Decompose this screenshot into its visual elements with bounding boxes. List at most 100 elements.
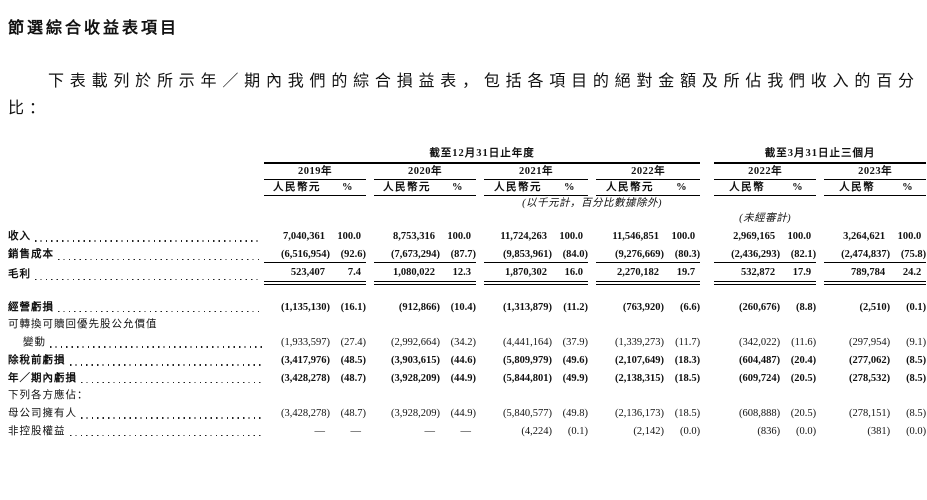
amount-cell: (2,138,315)	[615, 372, 664, 384]
amount-cell	[596, 315, 664, 333]
percent-cell: (37.9)	[562, 337, 588, 349]
percent-cell: 100.0	[559, 230, 583, 242]
percent-cell	[890, 315, 926, 333]
percent-cell: (9.1)	[906, 337, 927, 349]
percent-cell	[890, 386, 926, 404]
amount-cell: (278,532)	[849, 372, 891, 384]
column-gap	[700, 244, 714, 262]
column-gap	[588, 226, 596, 244]
percent-cell: (44.9)	[450, 407, 476, 419]
unit-header: %	[664, 179, 701, 197]
column-gap	[476, 226, 484, 244]
percent-cell: (8.5)	[906, 354, 927, 366]
amount-cell: (2,142)	[633, 425, 664, 437]
amount-cell: 11,546,851	[612, 230, 659, 242]
row-label: 變動	[23, 337, 46, 349]
table-row: 非控股權益 — — — — (4,224) (0.1) (2,142) (0.0) (836) (…	[8, 421, 926, 439]
row-label: 毛利	[8, 269, 31, 281]
amount-cell: (609,724)	[739, 372, 781, 384]
column-gap	[588, 333, 596, 351]
column-gap	[366, 244, 374, 262]
column-gap	[588, 315, 596, 333]
column-gap	[700, 163, 714, 180]
column-gap	[588, 244, 596, 262]
amount-cell: (5,809,979)	[503, 354, 552, 366]
percent-cell: (84.0)	[552, 244, 588, 263]
percent-cell: —	[350, 425, 362, 437]
amount-cell: (297,954)	[849, 337, 891, 349]
unit-header: 人民幣元	[596, 179, 664, 197]
row-label: 可轉換可贖回優先股公允價值	[8, 319, 158, 331]
column-gap	[700, 421, 714, 439]
percent-cell: (48.7)	[340, 372, 366, 384]
column-gap	[700, 211, 714, 226]
row-label: 銷售成本	[8, 249, 54, 261]
amount-cell: 1,080,022	[374, 262, 440, 285]
column-gap	[588, 163, 596, 180]
column-gap	[816, 403, 824, 421]
row-label: 收入	[8, 230, 31, 242]
percent-cell	[780, 315, 816, 333]
unit-header: %	[552, 179, 588, 197]
amount-cell: (260,676)	[739, 301, 781, 313]
dot-leader	[35, 240, 262, 242]
amount-cell	[484, 386, 552, 404]
table-row: 收入 7,040,361 100.0 8,753,316 100.0 11,724,26…	[8, 226, 926, 244]
column-gap	[366, 350, 374, 368]
column-gap	[366, 179, 374, 195]
column-gap	[476, 179, 484, 195]
quarterly-group-header: 截至3月31日止三個月	[714, 146, 927, 164]
amount-cell: 8,753,316	[393, 230, 435, 242]
percent-cell: (0.1)	[567, 425, 588, 437]
percent-cell: (20.5)	[790, 407, 817, 419]
amount-cell: (2,107,649)	[615, 354, 664, 366]
column-gap	[366, 226, 374, 244]
column-gap	[476, 386, 484, 404]
percent-cell: (0.0)	[680, 425, 701, 437]
percent-cell: (49.9)	[562, 372, 588, 384]
amount-cell: —	[424, 425, 436, 437]
percent-cell: (18.5)	[674, 372, 701, 384]
percent-cell: (92.6)	[330, 244, 366, 263]
percent-cell: (18.3)	[674, 354, 701, 366]
amount-cell: 789,784	[824, 262, 891, 285]
amount-cell: (278,151)	[849, 407, 891, 419]
unit-header: %	[780, 179, 817, 197]
column-gap	[366, 315, 374, 333]
percent-cell	[330, 315, 366, 333]
amount-cell	[374, 315, 440, 333]
column-gap	[816, 315, 824, 333]
page-title: 節選綜合收益表項目	[8, 20, 180, 37]
column-gap	[816, 350, 824, 368]
percent-cell: (0.0)	[796, 425, 817, 437]
percent-cell	[552, 386, 588, 404]
column-gap	[700, 315, 714, 333]
amount-cell: 532,872	[714, 262, 781, 285]
amount-cell: (381)	[867, 425, 891, 437]
percent-cell: (11.2)	[563, 301, 588, 313]
column-gap	[476, 368, 484, 386]
year-header: 2020年	[374, 162, 476, 180]
column-gap	[476, 244, 484, 262]
amount-cell: (3,417,976)	[281, 354, 330, 366]
year-header: 2022年	[596, 162, 701, 180]
dot-leader	[81, 381, 262, 384]
column-gap	[816, 333, 824, 351]
percent-cell	[780, 386, 816, 404]
amount-cell: (1,339,273)	[615, 337, 664, 349]
amount-cell: (2,992,664)	[391, 337, 440, 349]
percent-cell: (11.6)	[791, 337, 817, 349]
annual-group-header: 截至12月31日止年度	[264, 146, 701, 164]
percent-cell: (49.8)	[562, 407, 588, 419]
amount-cell	[714, 386, 780, 404]
column-gap	[700, 368, 714, 386]
percent-cell: (27.4)	[340, 337, 366, 349]
column-gap	[588, 350, 596, 368]
dot-leader	[69, 435, 262, 437]
amount-cell	[374, 386, 440, 404]
column-gap	[588, 262, 596, 282]
amount-cell: (2,510)	[859, 301, 891, 313]
amount-cell: (608,888)	[739, 407, 781, 419]
column-gap	[816, 386, 824, 404]
percent-cell: (11.7)	[675, 337, 701, 349]
